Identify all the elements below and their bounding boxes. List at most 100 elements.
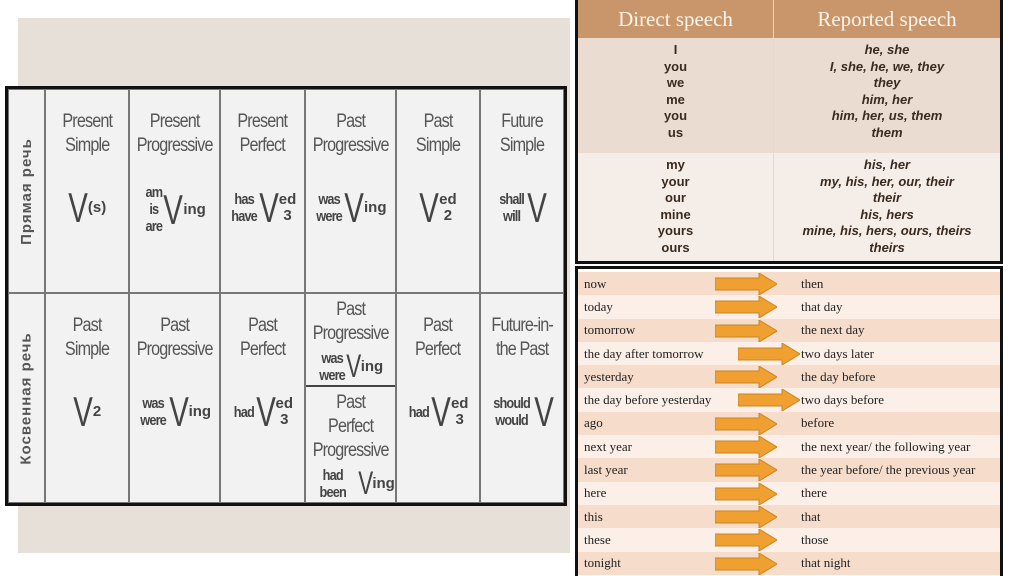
auxiliary-verb: were	[140, 412, 168, 429]
arrow-right-icon	[715, 529, 777, 552]
tense-name: Future-in-the Past	[491, 314, 553, 362]
reported-expression: the year before/ the previous year	[801, 462, 976, 478]
direct-expression: yesterday	[584, 368, 634, 384]
arrow-right-icon	[715, 482, 777, 505]
auxiliary-verbs: was were	[140, 395, 168, 429]
direct-pronoun: us	[667, 124, 684, 140]
tense-name: Past Simple	[65, 314, 110, 362]
verb-symbol: V	[533, 388, 554, 435]
auxiliary-verbs: had been	[310, 467, 355, 501]
reported-pronoun: theirs	[869, 239, 905, 255]
tense-name-line: Present	[62, 111, 113, 132]
reported-expression: then	[801, 275, 824, 291]
reported-pronoun: him, her, us, them	[831, 108, 943, 123]
arrow-right-icon	[738, 389, 800, 412]
tense-name-line: Past	[335, 299, 366, 320]
direct-pronoun: mine	[660, 206, 691, 222]
verb-symbol: V	[163, 185, 184, 233]
direct-expression: the day before yesterday	[584, 392, 712, 408]
tense-cell: Past Simple V 2	[45, 293, 130, 503]
auxiliary-verbs: was were	[319, 350, 346, 384]
verb-form-marks: ing	[183, 201, 206, 218]
adverb-row: the day before yesterday two days before	[578, 388, 1000, 412]
tense-formula: shall will V	[497, 184, 547, 232]
tense-name: Past Progressive	[312, 298, 389, 346]
tense-name-line: Perfect	[239, 339, 286, 360]
tense-name: Future Simple	[500, 110, 545, 158]
reported-expression: the next day	[801, 322, 865, 338]
verb-form-marks: 2	[93, 404, 101, 420]
reported-expression: two days later	[801, 345, 874, 361]
tense-name-line: Past Perfect	[327, 392, 374, 437]
superscript: ed	[450, 395, 469, 412]
row-label: Косвенная речь	[8, 293, 45, 503]
direct-expression: this	[584, 508, 603, 524]
auxiliary-verb: am	[145, 184, 163, 201]
verb-symbol: V	[255, 388, 276, 435]
auxiliary-verbs: was were	[316, 191, 343, 225]
tense-name-line: Progressive	[312, 135, 389, 156]
adverb-row: today that day	[578, 295, 1000, 319]
direct-expression: now	[584, 275, 607, 291]
direct-pronoun: you	[663, 58, 688, 74]
verb-symbol: V	[431, 388, 451, 435]
tense-name: Past Progressive	[137, 314, 214, 362]
auxiliary-verb: had been	[319, 466, 346, 501]
verb-form-marks: ing	[189, 404, 212, 420]
arrow-right-icon	[738, 342, 800, 365]
tense-formula: V (s)	[68, 184, 106, 232]
subscript: ing	[188, 403, 212, 420]
verb-form-marks: ed 3	[279, 192, 297, 224]
direct-pronoun: yours	[657, 223, 694, 238]
auxiliary-verbs: had	[409, 403, 430, 421]
tense-formula: should would V	[490, 388, 554, 436]
verb-symbol: V	[419, 184, 439, 231]
direct-expression: tomorrow	[584, 322, 636, 338]
pronoun-table-header: Direct speech Reported speech	[578, 0, 1000, 38]
reported-expression: those	[801, 531, 829, 547]
reported-pronoun: he, she	[864, 42, 910, 57]
auxiliary-verb: had	[409, 403, 430, 421]
subscript: 3	[280, 411, 289, 428]
reported-pronoun: they	[873, 75, 901, 90]
verb-form-marks: ed 3	[451, 396, 469, 428]
auxiliary-verb: are	[145, 218, 162, 235]
adverb-row: now then	[578, 272, 1000, 296]
verb-symbol: V	[358, 465, 374, 501]
direct-expression: here	[584, 485, 607, 501]
row-label-text: Прямая речь	[18, 137, 36, 245]
reported-pronoun: my, his, her, our, their	[820, 173, 954, 189]
tense-name-line: the Past	[495, 339, 549, 360]
tense-name-line: Past	[423, 111, 453, 132]
auxiliary-verbs: shall will	[500, 191, 526, 225]
direct-expression: tonight	[584, 555, 621, 571]
auxiliary-verb: were	[319, 366, 346, 384]
auxiliary-verbs: has have	[231, 191, 258, 225]
subscript: 3	[283, 207, 292, 224]
reported-pronoun: I, she, he, we, they	[829, 58, 945, 74]
tense-name: Past Perfect	[239, 314, 286, 362]
reported-expression: the next year/ the following year	[801, 438, 971, 454]
direct-expression: the day after tomorrow	[584, 345, 704, 361]
verb-form-marks: ed 2	[439, 192, 457, 224]
adverb-table: now then today that day tomorrow the next day…	[575, 266, 1003, 576]
direct-expression: ago	[584, 415, 603, 431]
adverb-row: here there	[578, 481, 1000, 505]
arrow-right-icon	[715, 273, 777, 295]
reported-expression: that day	[801, 298, 843, 314]
reported-pronoun: his, her	[863, 157, 911, 172]
reported-pronoun: him, her	[861, 91, 913, 107]
reported-expression: that	[801, 508, 821, 524]
